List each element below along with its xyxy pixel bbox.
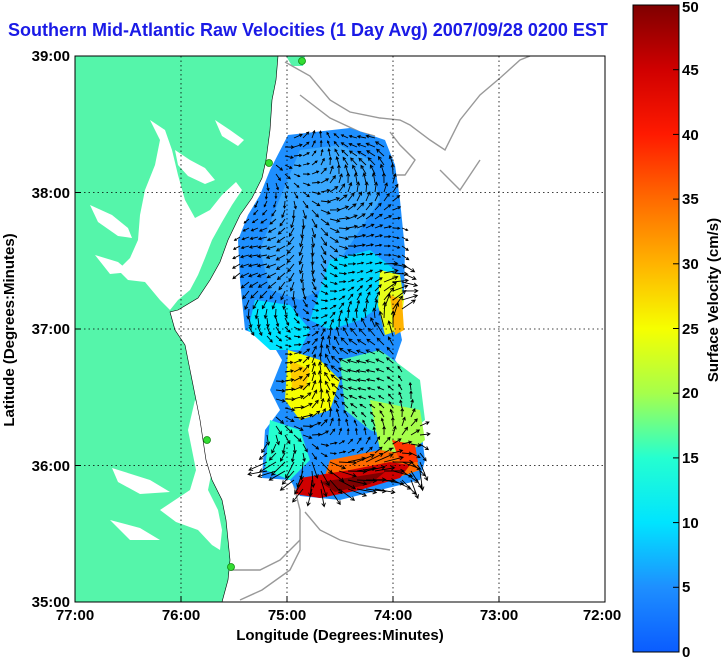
colorbar-tick-label: 30 (682, 256, 699, 273)
colorbar-tick-labels: 0 5 10 15 20 25 30 35 40 45 50 (682, 0, 699, 659)
y-tick-label: 39:00 (32, 48, 70, 65)
x-tick-label: 75:00 (268, 607, 306, 624)
colorbar-tick-label: 25 (682, 321, 699, 338)
y-tick-label: 35:00 (32, 594, 70, 611)
station-marker (265, 159, 273, 167)
colorbar-tick-label: 50 (682, 0, 699, 16)
station-marker (227, 563, 235, 571)
x-tick-labels: 77:00 76:00 75:00 74:00 73:00 72:00 (56, 607, 621, 624)
velocity-vectors (231, 129, 431, 508)
x-tick-label: 73:00 (480, 607, 518, 624)
y-axis-label: Latitude (Degrees:Minutes) (1, 233, 18, 426)
map-title: Southern Mid-Atlantic Raw Velocities (1 … (8, 20, 608, 40)
x-tick-label: 74:00 (374, 607, 412, 624)
colorbar-tick-label: 15 (682, 450, 699, 467)
x-tick-label: 72:00 (583, 607, 621, 624)
colorbar-tick-label: 45 (682, 62, 699, 79)
colorbar-tick-label: 35 (682, 191, 699, 208)
bay-water (118, 120, 242, 310)
colorbar-tick-label: 5 (682, 579, 690, 596)
station-marker (298, 57, 306, 65)
colorbar-tick-label: 40 (682, 127, 699, 144)
x-tick-label: 76:00 (162, 607, 200, 624)
station-marker (203, 436, 211, 444)
y-tick-label: 38:00 (32, 185, 70, 202)
colorbar-tick-label: 10 (682, 515, 699, 532)
radar-stations (203, 57, 306, 571)
x-axis-label: Longitude (Degrees:Minutes) (236, 627, 444, 644)
y-tick-label: 36:00 (32, 458, 70, 475)
colorbar-tick-label: 0 (682, 644, 690, 659)
y-tick-labels: 39:00 38:00 37:00 36:00 35:00 (32, 48, 70, 611)
grid-lines (75, 56, 605, 602)
x-tick-label: 77:00 (56, 607, 94, 624)
vector-arrows (231, 129, 431, 508)
y-tick-label: 37:00 (32, 321, 70, 338)
colorbar-label: Surface Velocity (cm/s) (705, 218, 722, 382)
colorbar (632, 4, 680, 653)
colorbar-tick-label: 20 (682, 385, 699, 402)
